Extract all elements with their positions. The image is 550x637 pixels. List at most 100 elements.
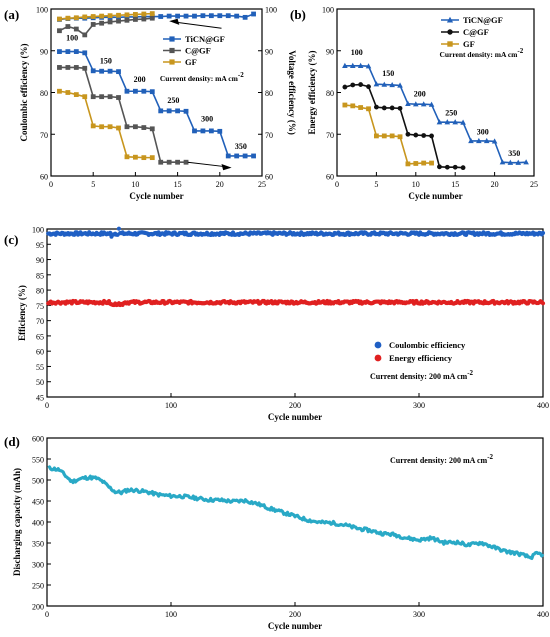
y-axis-label: Coulombic efficiency (%) [19,44,29,142]
step-label: 100 [66,33,78,42]
x-tick-label: 0 [45,401,49,410]
data-point [124,12,130,18]
data-point [491,138,498,144]
legend-label: GF [185,57,197,67]
data-point [82,32,88,38]
data-point [149,11,155,16]
data-point [225,13,231,19]
data-point [175,13,180,19]
data-point [429,133,434,139]
data-point [413,132,419,138]
data-point [366,84,371,90]
data-point [82,14,88,20]
y-tick-label: 65 [36,332,44,341]
data-point [446,16,454,23]
y-tick-label: 85 [36,271,44,280]
y-tick-label: 95 [36,241,44,250]
x-tick-label: 200 [289,610,301,619]
x-axis-label: Cycle number [129,191,183,201]
y-tick-label: 90 [326,47,334,56]
data-point [158,159,164,165]
data-point [460,119,466,125]
plot-c: 0 100 200 300 400 45 50 55 60 65 70 75 80 85 90 95 100 Cy… [4,226,549,423]
legend-marker [374,341,382,349]
x-tick-label: 5 [91,180,95,189]
data-point [540,230,546,236]
legend-label: Coulombic efficiency [389,340,466,350]
step-label: 200 [134,75,146,84]
y-axis-label: Energy efficiency (%) [307,51,317,135]
y2-tick-label: 90 [265,47,273,56]
series-points [46,298,546,308]
data-point [149,89,155,95]
legend-marker [374,354,382,362]
data-point [107,13,113,19]
data-point [116,69,121,75]
y2-tick-label: 60 [265,173,273,182]
y-tick-label: 200 [32,603,44,612]
data-point [499,159,506,165]
data-point [133,12,138,17]
data-point [421,133,427,138]
data-point [389,105,395,111]
data-point [413,101,419,107]
data-point [437,164,442,170]
x-tick-label: 300 [413,401,425,410]
data-point [540,301,546,306]
data-point [381,133,387,139]
series-points [46,226,546,239]
data-point [234,13,240,19]
series-line [59,90,153,159]
legend-label: GF [463,39,475,49]
data-point [366,106,371,112]
data-point [405,161,411,167]
data-point [158,14,164,19]
step-label: 250 [167,96,179,105]
data-point [397,82,403,88]
data-point [405,100,411,106]
y-tick-label: 300 [32,561,44,570]
data-point [242,153,248,159]
data-point [515,159,522,165]
data-point [141,16,147,22]
data-point [183,13,189,19]
data-point [381,81,388,87]
data-point [141,14,147,19]
y-tick-label: 80 [40,89,48,98]
data-point [428,101,435,107]
data-point [460,165,466,171]
y-tick-label: 550 [32,456,44,465]
y-tick-label: 60 [326,173,334,182]
data-point [65,15,71,21]
y-tick-label: 100 [32,226,44,235]
x-tick-label: 0 [49,180,53,189]
data-point [200,13,206,19]
y-tick-label: 70 [36,317,44,326]
x-tick-label: 15 [451,180,459,189]
y-tick-label: 60 [40,173,48,182]
x-tick-label: 0 [45,610,49,619]
y-tick-label: 80 [326,89,334,98]
y-tick-label: 50 [36,378,44,387]
y-tick-label: 400 [32,519,44,528]
data-point [350,103,356,109]
arrow-right [187,161,232,171]
data-point [476,137,482,144]
annotation-text: Current density: 200 mA cm-2 [370,369,474,381]
x-tick-label: 5 [374,180,378,189]
legend-label: C@GF [185,46,211,56]
data-point [158,108,164,114]
data-point [358,82,364,87]
data-point [90,14,96,19]
data-point [452,119,458,125]
data-point [65,90,71,95]
data-point [116,125,121,131]
panel-label: (c) [4,232,18,247]
step-label: 350 [508,149,520,158]
data-point [57,88,62,94]
data-point [166,108,172,114]
data-point [99,13,105,19]
capacity-line [47,465,545,561]
